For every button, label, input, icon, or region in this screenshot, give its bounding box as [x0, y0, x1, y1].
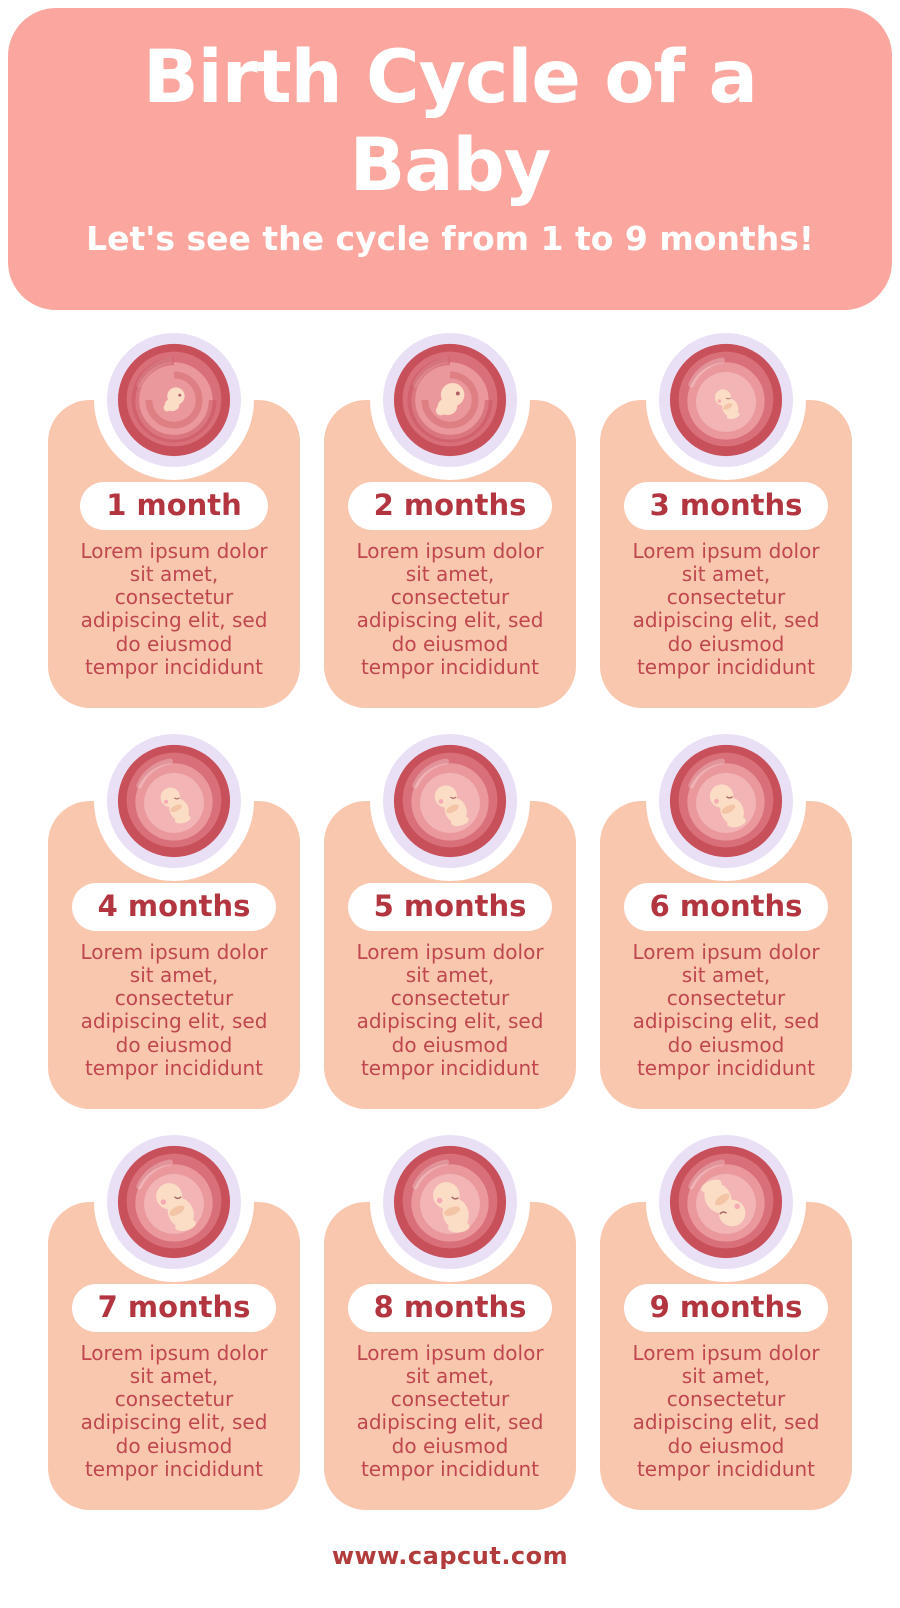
month-label-pill: 2 months	[347, 482, 553, 530]
fetus-in-womb-month-8-icon	[393, 1145, 507, 1259]
month-card: 1 month Lorem ipsum dolor sit amet, conse…	[48, 320, 300, 708]
month-label: 4 months	[97, 889, 251, 923]
infographic-page: Birth Cycle of a Baby Let's see the cycl…	[0, 8, 900, 1570]
month-label: 3 months	[649, 488, 803, 522]
lavender-ring	[659, 1135, 793, 1269]
embryo-in-womb-month-1-icon	[117, 343, 231, 457]
lavender-ring	[107, 1135, 241, 1269]
fetus-illustration-bubble	[370, 320, 530, 480]
fetus-illustration-bubble	[94, 320, 254, 480]
website-url: www.capcut.com	[331, 1542, 569, 1570]
card-description: Lorem ipsum dolor sit amet, consectetur …	[356, 939, 544, 1080]
lavender-ring	[107, 333, 241, 467]
month-label-pill: 5 months	[347, 883, 553, 931]
page-subtitle: Let's see the cycle from 1 to 9 months!	[86, 219, 814, 259]
embryo-in-womb-month-2-icon	[393, 343, 507, 457]
fetus-illustration-bubble	[94, 721, 254, 881]
lavender-ring	[383, 333, 517, 467]
fetus-in-womb-month-9-head-down-icon	[669, 1145, 783, 1259]
month-card: 2 months Lorem ipsum dolor sit amet, cons…	[324, 320, 576, 708]
lavender-ring	[659, 734, 793, 868]
card-description: Lorem ipsum dolor sit amet, consectetur …	[80, 1340, 268, 1481]
fetus-in-womb-month-7-icon	[117, 1145, 231, 1259]
footer: www.capcut.com	[0, 1542, 900, 1570]
month-label-pill: 4 months	[71, 883, 277, 931]
month-label: 7 months	[97, 1290, 251, 1324]
month-label-pill: 3 months	[623, 482, 829, 530]
month-card: 7 months Lorem ipsum dolor sit amet, cons…	[48, 1122, 300, 1510]
months-grid: 1 month Lorem ipsum dolor sit amet, conse…	[48, 320, 852, 1510]
card-description: Lorem ipsum dolor sit amet, consectetur …	[80, 939, 268, 1080]
month-label: 9 months	[649, 1290, 803, 1324]
card-description: Lorem ipsum dolor sit amet, consectetur …	[356, 538, 544, 679]
lavender-ring	[383, 734, 517, 868]
month-label-pill: 8 months	[347, 1284, 553, 1332]
month-label-pill: 7 months	[71, 1284, 277, 1332]
lavender-ring	[107, 734, 241, 868]
fetus-illustration-bubble	[646, 721, 806, 881]
month-label-pill: 1 month	[80, 482, 268, 530]
month-label: 2 months	[373, 488, 527, 522]
month-label-pill: 9 months	[623, 1284, 829, 1332]
month-card: 6 months Lorem ipsum dolor sit amet, cons…	[600, 721, 852, 1109]
month-card: 5 months Lorem ipsum dolor sit amet, cons…	[324, 721, 576, 1109]
month-card: 3 months Lorem ipsum dolor sit amet, cons…	[600, 320, 852, 708]
fetus-illustration-bubble	[646, 1122, 806, 1282]
lavender-ring	[659, 333, 793, 467]
fetus-illustration-bubble	[646, 320, 806, 480]
card-description: Lorem ipsum dolor sit amet, consectetur …	[632, 1340, 820, 1481]
month-label: 1 month	[106, 488, 242, 522]
card-description: Lorem ipsum dolor sit amet, consectetur …	[356, 1340, 544, 1481]
fetus-in-womb-month-4-icon	[117, 744, 231, 858]
card-description: Lorem ipsum dolor sit amet, consectetur …	[80, 538, 268, 679]
month-label-pill: 6 months	[623, 883, 829, 931]
fetus-in-womb-month-3-icon	[669, 343, 783, 457]
lavender-ring	[383, 1135, 517, 1269]
month-label: 5 months	[373, 889, 527, 923]
month-label: 8 months	[373, 1290, 527, 1324]
header-banner: Birth Cycle of a Baby Let's see the cycl…	[8, 8, 892, 310]
month-card: 9 months Lorem ipsum dolor sit amet, cons…	[600, 1122, 852, 1510]
month-card: 8 months Lorem ipsum dolor sit amet, cons…	[324, 1122, 576, 1510]
fetus-illustration-bubble	[370, 1122, 530, 1282]
page-title: Birth Cycle of a Baby	[143, 35, 758, 208]
card-description: Lorem ipsum dolor sit amet, consectetur …	[632, 538, 820, 679]
fetus-in-womb-month-5-icon	[393, 744, 507, 858]
month-label: 6 months	[649, 889, 803, 923]
month-card: 4 months Lorem ipsum dolor sit amet, cons…	[48, 721, 300, 1109]
fetus-illustration-bubble	[94, 1122, 254, 1282]
fetus-illustration-bubble	[370, 721, 530, 881]
fetus-in-womb-month-6-icon	[669, 744, 783, 858]
card-description: Lorem ipsum dolor sit amet, consectetur …	[632, 939, 820, 1080]
